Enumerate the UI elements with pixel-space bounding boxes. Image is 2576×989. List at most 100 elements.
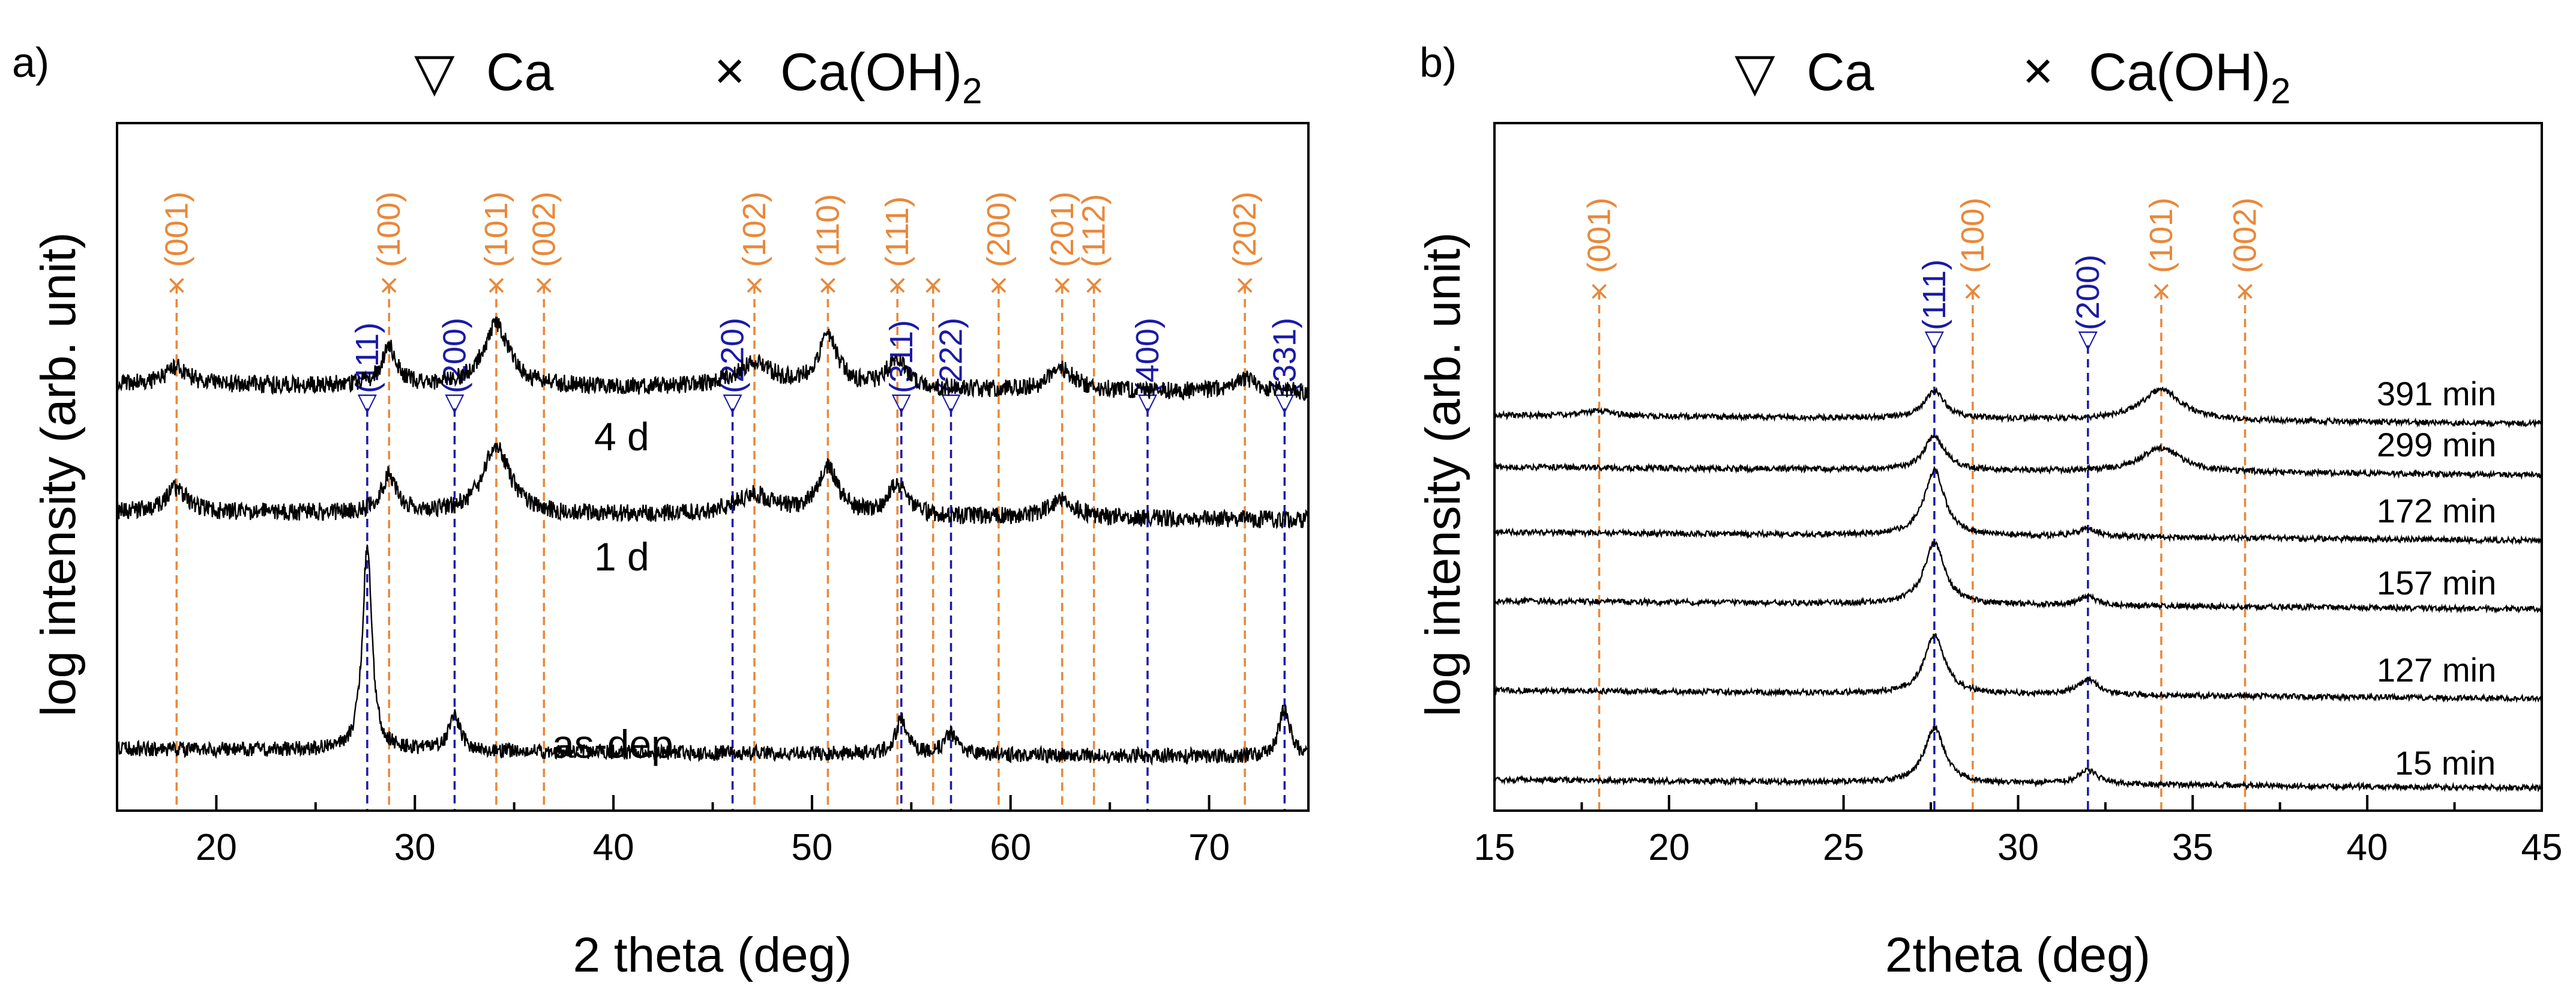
x-tick-label: 30 (394, 827, 436, 868)
panel-b-y-axis-title: log intensity (arb. unit) (1416, 232, 1470, 717)
caoh2-legend-main: Ca(OH) (780, 42, 962, 101)
sample-label-127min: 127 min (2377, 651, 2496, 689)
caoh2-marker-icon: × (886, 270, 909, 300)
caoh2-legend-sub-b: 2 (2271, 71, 2290, 111)
x-tick-label: 25 (1823, 827, 1864, 868)
ca-marker-icon: ▽ (445, 387, 465, 417)
caoh2-peak-label: (100) (371, 192, 407, 267)
caoh2-legend-label: Ca(OH)2 (780, 42, 982, 111)
panel-a-plot-frame (116, 122, 1310, 812)
caoh2-peak-label: (101) (478, 192, 514, 267)
caoh2-marker-icon: × (817, 270, 839, 300)
xrd-trace-as-dep- (116, 544, 1310, 766)
panel-b-x-axis: 15 20 25 30 35 40 45 (1474, 795, 2563, 868)
ca-peak-label: (311) (883, 320, 919, 393)
caoh2-peak-label: (202) (1227, 192, 1263, 267)
caoh2-peak-label: (001) (1581, 198, 1618, 273)
caoh2-peak-label: (110) (810, 194, 846, 267)
xrd-trace-157-min (1493, 540, 2543, 614)
panel-b-legend: ▽ Ca × Ca(OH)2 (1735, 41, 2290, 111)
panel-a-reference-lines: ×(001)×(100)×(101)×(002)×(102)×(110)×(11… (158, 192, 1302, 811)
caoh2-marker-icon: × (378, 270, 400, 300)
caoh2-marker-icon: × (922, 270, 944, 300)
x-tick-label: 20 (196, 827, 237, 868)
ca-legend-label-b: Ca (1807, 42, 1874, 101)
ca-peak-label: (331) (1266, 318, 1302, 393)
caoh2-marker-icon: × (485, 270, 507, 300)
caoh2-peak-label: (101) (2143, 198, 2179, 273)
sample-label-15min: 15 min (2395, 744, 2496, 782)
caoh2-marker-icon: × (533, 270, 555, 300)
xrd-trace-15-min (1493, 724, 2542, 793)
xrd-trace-1-d (116, 442, 1310, 530)
ca-marker-icon: ▽ (892, 387, 912, 417)
panel-b-traces (1493, 386, 2543, 793)
panel-b: b) ▽ Ca × Ca(OH)2 ×(001)×(100)×(101)×(00… (1416, 39, 2562, 982)
caoh2-peak-label: (100) (1955, 198, 1991, 273)
sample-label-4d: 4 d (594, 414, 649, 459)
ca-legend-symbol-icon: ▽ (414, 42, 455, 101)
caoh2-marker-icon: × (166, 270, 188, 300)
x-tick-label: 70 (1188, 827, 1230, 868)
ca-marker-icon: ▽ (2078, 324, 2098, 354)
caoh2-marker-icon: × (1961, 276, 1984, 306)
panel-a-y-axis-title: log intensity (arb. unit) (31, 232, 86, 717)
caoh2-marker-icon: × (744, 270, 766, 300)
caoh2-marker-icon: × (987, 270, 1010, 300)
caoh2-legend-label-b: Ca(OH)2 (2089, 42, 2290, 111)
caoh2-legend-main-b: Ca(OH) (2089, 42, 2271, 101)
sample-label-157min: 157 min (2377, 564, 2496, 602)
ca-peak-label: (200) (2070, 255, 2106, 330)
panel-a-x-axis-title: 2 theta (deg) (573, 928, 852, 982)
ca-peak-label: (400) (1130, 318, 1166, 393)
x-tick-label: 35 (2172, 827, 2213, 868)
caoh2-marker-icon: × (2150, 276, 2173, 306)
caoh2-marker-icon: × (1588, 276, 1610, 306)
xrd-trace-172-min (1494, 465, 2542, 545)
caoh2-legend-symbol-icon-b: × (2023, 41, 2053, 100)
xrd-trace-299-min (1494, 434, 2543, 480)
caoh2-marker-icon: × (1083, 270, 1105, 300)
caoh2-peak-label: (102) (736, 192, 772, 267)
panel-a-legend: ▽ Ca × Ca(OH)2 (414, 41, 982, 111)
caoh2-peak-label: (201) (1044, 192, 1080, 267)
x-tick-label: 15 (1474, 827, 1515, 868)
caoh2-marker-icon: × (2234, 276, 2256, 306)
panel-a-traces (116, 316, 1310, 766)
x-tick-label: 40 (2347, 827, 2388, 868)
caoh2-marker-icon: × (1051, 270, 1073, 300)
panel-a-x-axis: 20 30 40 50 60 70 (116, 795, 1310, 868)
ca-marker-icon: ▽ (358, 387, 378, 417)
panel-b-reference-lines: ×(001)×(100)×(101)×(002)▽(111)▽(200) (1581, 198, 2263, 811)
sample-label-as-dep: as-dep. (552, 722, 684, 766)
sample-label-299min: 299 min (2377, 426, 2496, 464)
caoh2-peak-label: (111) (879, 196, 915, 267)
panel-b-label: b) (1419, 39, 1457, 86)
caoh2-legend-symbol-icon: × (714, 41, 745, 100)
x-tick-label: 30 (1997, 827, 2039, 868)
ca-marker-icon: ▽ (723, 387, 742, 417)
sample-label-1d: 1 d (594, 534, 649, 579)
caoh2-peak-label: (002) (526, 192, 562, 267)
caoh2-peak-label: (001) (158, 192, 194, 267)
ca-peak-label: (111) (349, 322, 385, 393)
xrd-trace-391-min (1494, 386, 2543, 429)
sample-label-172min: 172 min (2377, 492, 2496, 530)
x-tick-label: 50 (791, 827, 832, 868)
caoh2-peak-label: (200) (981, 192, 1017, 267)
caoh2-peak-label: (112) (1076, 194, 1112, 267)
caoh2-legend-sub: 2 (962, 71, 982, 111)
ca-legend-symbol-icon-b: ▽ (1735, 42, 1775, 101)
x-tick-label: 60 (990, 827, 1031, 868)
xrd-trace-4-d (116, 316, 1310, 401)
x-tick-label: 40 (593, 827, 634, 868)
ca-peak-label: (111) (1916, 259, 1952, 330)
sample-label-391min: 391 min (2377, 375, 2496, 413)
panel-a: a) ▽ Ca × Ca(OH)2 ×(001)×(100)×(101)×(00… (12, 39, 1310, 982)
caoh2-peak-label: (002) (2227, 198, 2263, 273)
x-tick-label: 45 (2521, 827, 2563, 868)
caoh2-marker-icon: × (1234, 270, 1256, 300)
ca-marker-icon: ▽ (1925, 324, 1945, 354)
panel-b-x-axis-title: 2theta (deg) (1885, 928, 2150, 982)
